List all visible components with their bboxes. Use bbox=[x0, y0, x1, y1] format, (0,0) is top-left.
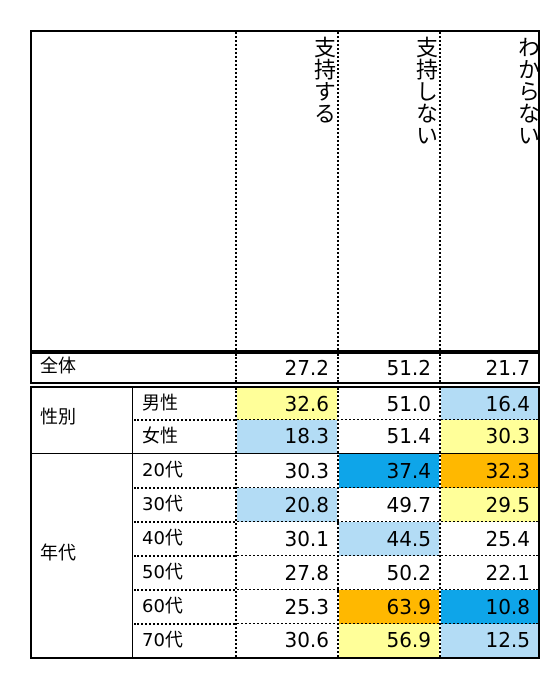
header-divider bbox=[235, 32, 237, 350]
value-cell: 51.4 bbox=[339, 420, 439, 453]
total-value-not-support: 51.2 bbox=[386, 356, 431, 380]
row-label: 女性 bbox=[142, 426, 178, 447]
column-divider bbox=[439, 388, 441, 657]
row-label: 60代 bbox=[142, 596, 183, 617]
value-cell: 63.9 bbox=[339, 590, 439, 624]
value-cell: 32.3 bbox=[441, 454, 538, 488]
total-label: 全体 bbox=[40, 356, 76, 377]
header-divider bbox=[439, 32, 441, 350]
value-cell: 25.3 bbox=[237, 590, 337, 624]
row-label: 40代 bbox=[142, 528, 183, 549]
value-cell: 51.0 bbox=[339, 388, 439, 420]
value-cell: 10.8 bbox=[441, 590, 538, 624]
value-cell: 30.3 bbox=[441, 420, 538, 453]
value-cell: 50.2 bbox=[339, 556, 439, 590]
value-cell: 29.5 bbox=[441, 488, 538, 522]
total-block bbox=[30, 352, 540, 384]
header-block bbox=[30, 30, 540, 352]
group-separator bbox=[32, 453, 538, 454]
value-cell: 20.8 bbox=[237, 488, 337, 522]
value-cell: 44.5 bbox=[339, 522, 439, 556]
value-cell: 22.1 bbox=[441, 556, 538, 590]
value-cell: 30.6 bbox=[237, 624, 337, 657]
header-divider bbox=[337, 32, 339, 350]
row-label: 20代 bbox=[142, 460, 183, 481]
value-cell: 49.7 bbox=[339, 488, 439, 522]
total-divider bbox=[235, 354, 237, 382]
value-cell: 27.8 bbox=[237, 556, 337, 590]
value-cell: 30.3 bbox=[237, 454, 337, 488]
row-label: 50代 bbox=[142, 562, 183, 583]
group-label-age: 年代 bbox=[40, 543, 76, 564]
value-cell: 16.4 bbox=[441, 388, 538, 420]
total-divider bbox=[439, 354, 441, 382]
group-divider bbox=[132, 388, 133, 657]
column-divider bbox=[235, 388, 237, 657]
row-label: 70代 bbox=[142, 630, 183, 651]
column-divider bbox=[337, 388, 339, 657]
value-cell: 32.6 bbox=[237, 388, 337, 420]
value-cell: 12.5 bbox=[441, 624, 538, 657]
column-header-not-support: 支持しない bbox=[412, 36, 437, 146]
column-header-unknown: わからない bbox=[514, 36, 539, 146]
group-label-gender: 性別 bbox=[40, 407, 76, 428]
total-divider bbox=[337, 354, 339, 382]
row-label: 男性 bbox=[142, 393, 178, 414]
value-cell: 25.4 bbox=[441, 522, 538, 556]
value-cell: 30.1 bbox=[237, 522, 337, 556]
body-block bbox=[30, 386, 540, 659]
total-value-support: 27.2 bbox=[284, 356, 329, 380]
total-value-unknown: 21.7 bbox=[485, 356, 530, 380]
value-cell: 37.4 bbox=[339, 454, 439, 488]
column-header-support: 支持する bbox=[310, 36, 335, 124]
row-label: 30代 bbox=[142, 494, 183, 515]
value-cell: 18.3 bbox=[237, 420, 337, 453]
value-cell: 56.9 bbox=[339, 624, 439, 657]
